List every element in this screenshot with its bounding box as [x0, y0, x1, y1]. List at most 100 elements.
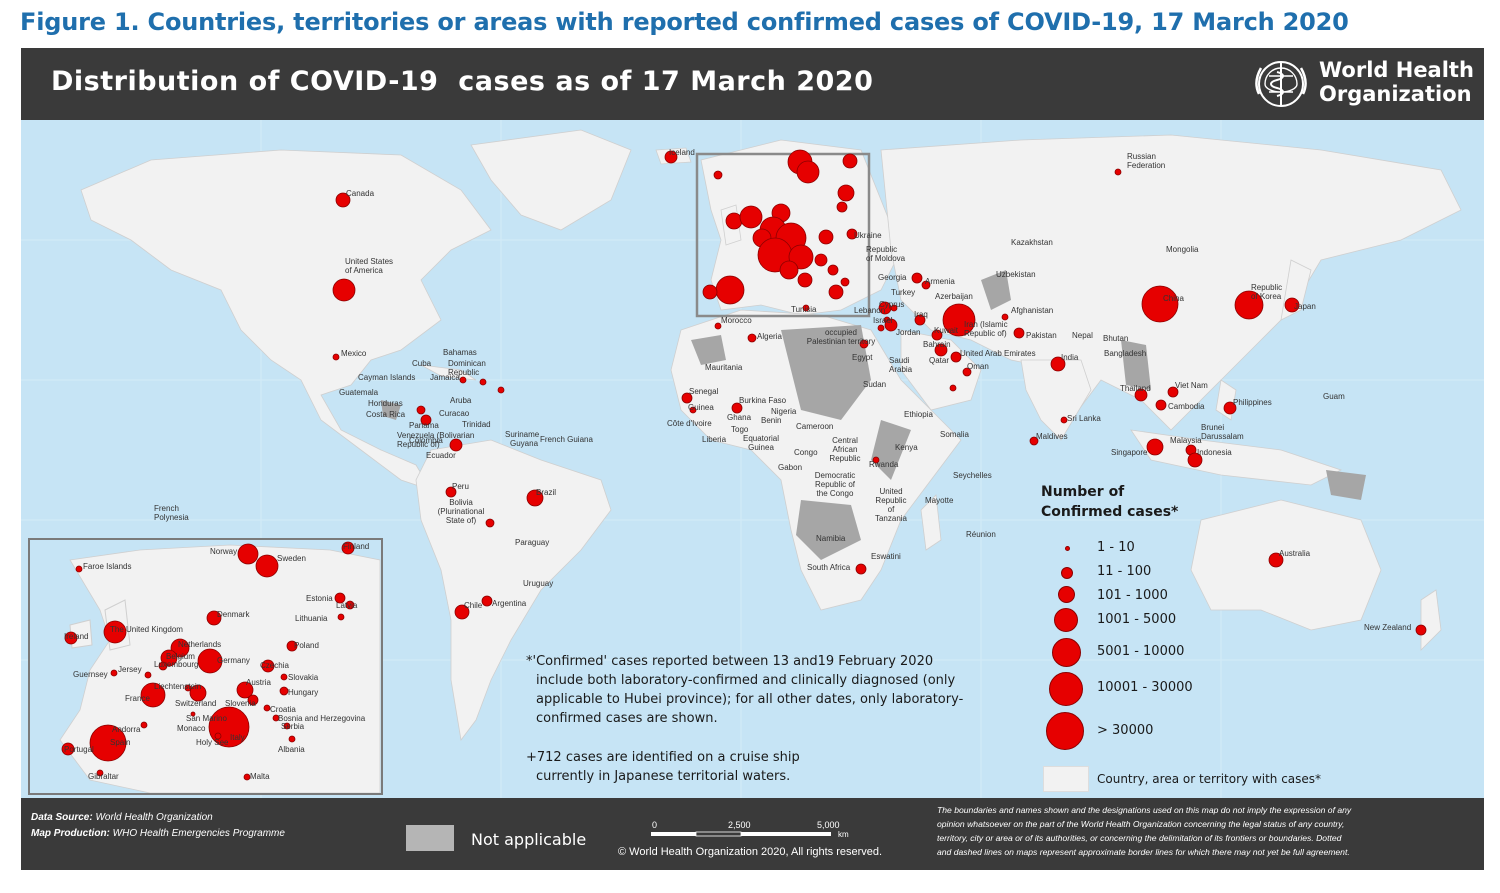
legend-row: 10001 - 30000 — [1041, 672, 1341, 712]
case-bubble — [332, 353, 340, 361]
case-bubble — [921, 280, 931, 290]
land-africa — [670, 309, 962, 611]
case-bubble — [702, 284, 718, 300]
map-label: Honduras — [368, 399, 403, 408]
case-bubble — [1141, 285, 1179, 323]
map-label: Burkina Faso — [739, 396, 787, 405]
map-label: Côte d'Ivoire — [667, 419, 712, 428]
map-label: Equatorial Guinea — [742, 434, 780, 452]
inset-bubble — [75, 565, 83, 573]
map-label: Indonesia — [1197, 448, 1232, 457]
inset-bubble — [286, 640, 298, 652]
map-label: Iceland — [669, 148, 695, 157]
case-bubble — [949, 384, 957, 392]
data-source-label: Data Source: — [31, 812, 93, 823]
inset-label: Netherlands — [178, 640, 222, 649]
case-bubble — [714, 322, 722, 330]
map-label: Guyana — [510, 439, 539, 448]
cruise-ship-note: +712 cases are identified on a cruise sh… — [526, 748, 800, 786]
inset-bubble — [255, 554, 279, 578]
note-line: +712 cases are identified on a cruise sh… — [526, 750, 800, 765]
land-indonesia — [1130, 429, 1343, 486]
inset-bubble — [158, 661, 168, 671]
note-line: confirmed cases are shown. — [536, 711, 718, 726]
inset-label: Latvia — [336, 601, 358, 610]
inset-label: Belgium — [166, 652, 195, 661]
confirmed-cases-note: *'Confirmed' cases reported between 13 a… — [526, 652, 963, 728]
case-bubble — [420, 414, 432, 426]
inset-bubble — [110, 669, 118, 677]
map-label: Réunion — [966, 530, 996, 539]
note-line: include both laboratory-confirmed and cl… — [536, 673, 956, 688]
na-central-asia — [981, 270, 1011, 310]
case-bubble — [914, 314, 926, 326]
case-bubble — [931, 329, 943, 341]
map-label: French Guiana — [540, 435, 593, 444]
case-bubble — [747, 333, 757, 343]
map-label: Rwanda — [869, 460, 899, 469]
case-bubble — [1155, 399, 1167, 411]
case-bubble — [796, 160, 820, 184]
map-label: Cameroon — [796, 422, 834, 431]
map-label: South Africa — [807, 563, 851, 572]
inset-label: Croatia — [270, 705, 296, 714]
map-label: Argentina — [492, 599, 527, 608]
case-bubble — [818, 229, 834, 245]
map-label: Israel — [873, 316, 893, 325]
map-label: Kenya — [895, 443, 918, 452]
map-label: Jamaica — [430, 373, 460, 382]
europe-inset-graphic — [59, 541, 381, 793]
case-bubble — [459, 376, 467, 384]
na-north-africa — [781, 325, 871, 420]
map-label: Lebanon — [854, 306, 886, 315]
map-label: Sudan — [863, 380, 887, 389]
map-label: Liberia — [702, 435, 727, 444]
scale-bar — [651, 831, 831, 837]
na-south-america — [381, 400, 401, 420]
inset-label: San Marino — [186, 714, 227, 723]
inset-label: Guernsey — [73, 670, 108, 679]
inset-label: Portugal — [64, 745, 94, 754]
land-south-america — [415, 439, 612, 741]
map-label: Peru — [452, 482, 469, 491]
legend-country-label: Country, area or territory with cases* — [1097, 772, 1322, 786]
case-bubble — [911, 272, 923, 284]
case-bubble — [828, 284, 844, 300]
case-bubble — [664, 150, 678, 164]
inset-label: Estonia — [306, 594, 333, 603]
inset-bubble — [288, 735, 296, 743]
case-bubble — [1268, 552, 1284, 568]
case-bubble — [1167, 386, 1179, 398]
legend-row: > 30000 — [1041, 712, 1341, 752]
legend-bubble — [1054, 608, 1078, 632]
case-bubble — [802, 304, 810, 312]
disclaimer-line: opinion whatsoever on the part of the Wo… — [937, 819, 1345, 829]
land-cuba — [420, 364, 477, 381]
land-australia — [1190, 499, 1382, 631]
case-bubble — [715, 275, 745, 305]
map-label: Pakistan — [1026, 331, 1057, 340]
map-label: Trinidad — [462, 420, 491, 429]
case-bubble — [884, 318, 898, 332]
legend-row: 101 - 1000 — [1041, 586, 1341, 626]
map-label: Nigeria — [771, 407, 797, 416]
inset-bubble — [184, 684, 192, 692]
inset-label: Lithuania — [295, 614, 328, 623]
map-label: Afghanistan — [1011, 306, 1054, 315]
disclaimer-line: The boundaries and names shown and the d… — [937, 805, 1352, 815]
inset-bubble — [243, 773, 251, 781]
map-label: Iraq — [914, 310, 928, 319]
inset-label: Liechtenstein — [154, 682, 202, 691]
case-bubble — [797, 272, 813, 288]
who-wordmark-line2: Organization — [1319, 82, 1472, 106]
map-label: Japan — [1294, 302, 1316, 311]
case-bubble — [713, 170, 723, 180]
who-wordmark: World Health Organization — [1319, 58, 1489, 106]
case-bubble — [681, 392, 693, 404]
disclaimer-line: and dashed lines on maps represent appro… — [937, 847, 1350, 857]
map-label: Bahrain — [923, 340, 951, 349]
map-legend: Number of Confirmed cases* 1 - 10 11 - 1… — [1041, 482, 1341, 794]
map-label: Central African Republic — [829, 436, 861, 463]
map-label: Chile — [464, 601, 483, 610]
case-bubble — [842, 153, 858, 169]
